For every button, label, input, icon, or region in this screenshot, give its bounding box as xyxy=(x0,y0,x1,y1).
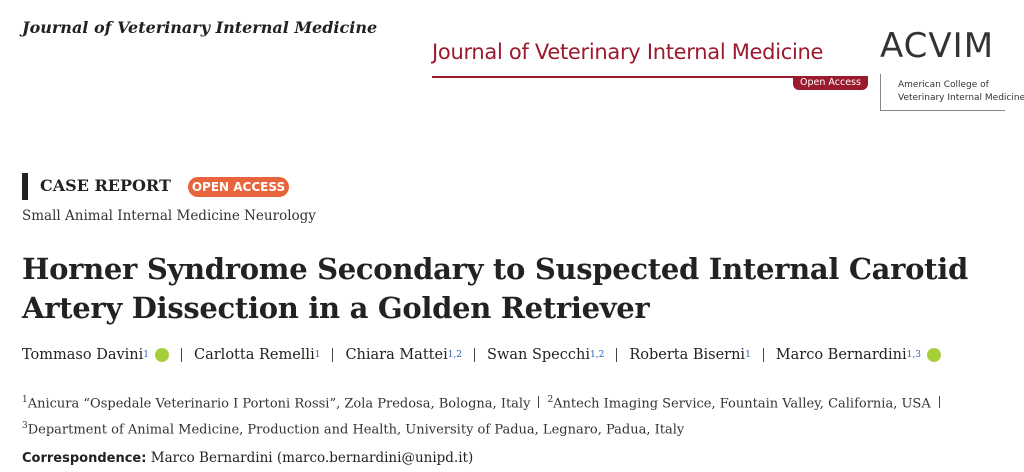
separator xyxy=(938,396,940,409)
access-badge: OPEN ACCESS xyxy=(188,177,289,197)
affiliation-number: 3 xyxy=(22,421,28,432)
affiliation-number: 1 xyxy=(22,395,28,405)
article-title: Horner Syndrome Secondary to Suspected I… xyxy=(22,252,968,286)
society-logo[interactable]: ACVIM xyxy=(880,26,995,66)
correspondence-label: Correspondence: xyxy=(22,451,147,466)
affiliation-text: Antech Imaging Service, Fountain Valley,… xyxy=(553,396,931,412)
author[interactable]: Tommaso Davini 1 xyxy=(22,347,170,363)
affiliation-ref: 1,2 xyxy=(447,350,463,360)
society-name: Veterinary Internal Medicine xyxy=(898,93,1024,103)
author-name[interactable]: Carlotta Remelli xyxy=(194,347,315,363)
article-title: Artery Dissection in a Golden Retriever xyxy=(22,291,650,325)
author-name[interactable]: Roberta Biserni xyxy=(629,347,746,363)
affiliation-text: Anicura “Ospedale Veterinario I Portoni … xyxy=(27,396,531,412)
subject[interactable]: Small Animal Internal Medicine Neurology xyxy=(22,208,316,224)
affiliation-ref: 1,3 xyxy=(906,350,921,360)
author-name[interactable]: Chiara Mattei xyxy=(345,347,448,363)
separator xyxy=(474,348,476,362)
affiliation-ref: 1 xyxy=(143,350,150,360)
author[interactable]: Carlotta Remelli 1 xyxy=(194,347,320,363)
running-title: Journal of Veterinary Internal Medicine xyxy=(22,18,378,37)
author[interactable]: Roberta Biserni 1 xyxy=(629,347,750,363)
separator xyxy=(538,396,540,409)
author-name[interactable]: Marco Bernardini xyxy=(775,347,907,363)
authors: Tommaso Davini 1 Carlotta Remelli 1 Chiara… xyxy=(22,347,941,363)
correspondence: Correspondence: Marco Bernardini (marco.… xyxy=(22,450,473,466)
journal-logo[interactable]: Journal of Veterinary Internal Medicine xyxy=(432,40,824,64)
affiliation-number: 2 xyxy=(547,395,554,405)
logo-rule xyxy=(432,76,868,78)
orcid-icon[interactable] xyxy=(155,348,170,362)
affiliation-text: Department of Animal Medicine, Productio… xyxy=(27,422,685,438)
affiliations: 1Anicura “Ospedale Veterinario I Portoni… xyxy=(22,389,1012,442)
separator xyxy=(181,348,183,362)
separator xyxy=(762,348,764,362)
orcid-icon[interactable] xyxy=(927,348,941,362)
section-bar xyxy=(22,173,28,200)
article-type: CASE REPORT xyxy=(40,176,171,195)
author-name[interactable]: Swan Specchi xyxy=(487,347,590,363)
separator xyxy=(616,348,618,362)
separator xyxy=(332,348,334,362)
affiliation-ref: 1,2 xyxy=(589,350,605,360)
affiliation-ref: 1 xyxy=(745,350,751,360)
society-name: American College of xyxy=(898,80,989,90)
author[interactable]: Swan Specchi 1,2 xyxy=(487,347,604,363)
author[interactable]: Marco Bernardini 1,3 xyxy=(776,347,941,363)
correspondence-contact[interactable]: Marco Bernardini (marco.bernardini@unipd… xyxy=(150,450,474,466)
logo-badge: Open Access xyxy=(793,76,868,90)
affiliation-ref: 1 xyxy=(314,350,321,360)
author-name[interactable]: Tommaso Davini xyxy=(22,347,144,363)
society-frame xyxy=(880,74,1005,111)
author[interactable]: Chiara Mattei 1,2 xyxy=(345,347,462,363)
